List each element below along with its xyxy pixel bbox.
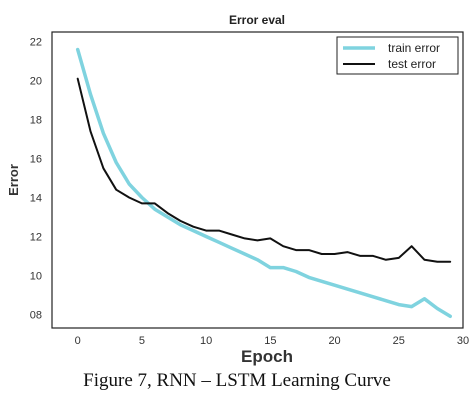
y-tick-label: 20 — [30, 76, 42, 88]
series-line-train-error — [75, 47, 452, 319]
x-tick-label: 15 — [264, 335, 276, 347]
x-tick-label: 10 — [200, 335, 212, 347]
y-axis-label: Error — [6, 164, 21, 196]
y-tick-label: 22 — [30, 37, 42, 49]
plot-frame — [51, 31, 464, 329]
y-tick-label: 16 — [30, 154, 42, 166]
legend-box — [336, 36, 459, 75]
y-tick-label: 10 — [30, 270, 42, 282]
x-tick-label: 5 — [139, 335, 145, 347]
chart-title: Error eval — [229, 13, 285, 27]
figure-caption: Figure 7, RNN – LSTM Learning Curve — [83, 370, 391, 391]
legend-label-train-error: train error — [388, 41, 440, 55]
x-tick-labels: 0 5 10 15 20 25 30 — [75, 335, 470, 347]
x-tick-label: 20 — [328, 335, 340, 347]
y-tick-labels: 08 10 12 14 16 18 20 22 — [30, 37, 42, 322]
legend-label-test-error: test error — [388, 57, 436, 71]
y-tick-label: 14 — [30, 193, 42, 205]
x-tick-label: 0 — [75, 335, 81, 347]
legend: train error test error — [336, 36, 459, 75]
y-tick-label: 08 — [30, 309, 42, 321]
series-lines — [75, 47, 452, 319]
learning-curve-chart: Error eval Epoch Error 0 5 10 15 20 25 30 08 10… — [6, 13, 470, 366]
series-line-test-error — [76, 77, 452, 263]
y-tick-label: 18 — [30, 115, 42, 127]
x-tick-label: 30 — [457, 335, 469, 347]
y-tick-label: 12 — [30, 231, 42, 243]
x-axis-label: Epoch — [241, 347, 293, 366]
x-tick-label: 25 — [393, 335, 405, 347]
